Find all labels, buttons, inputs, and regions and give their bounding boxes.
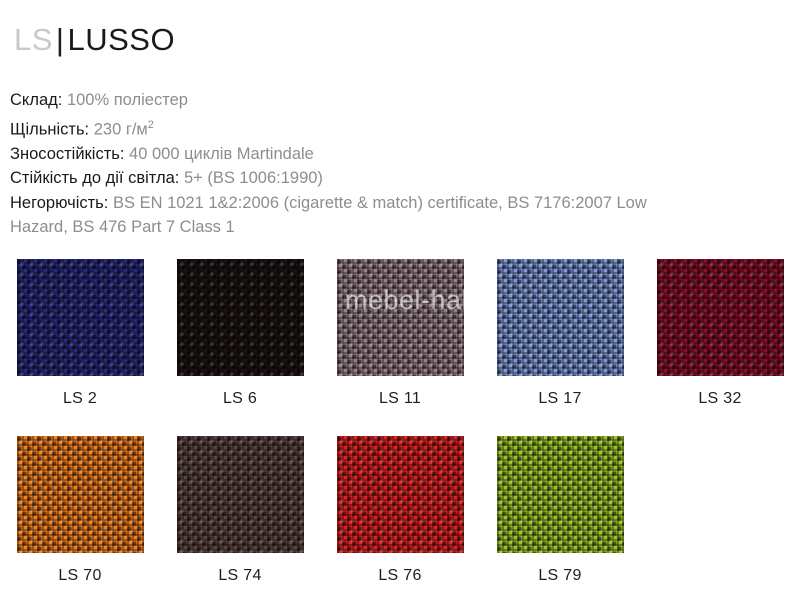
weave-highlight (16, 259, 144, 376)
spec-label-lightfastness: Стійкість до дії світла: (10, 169, 180, 187)
weave-highlight (336, 259, 464, 376)
fabric-swatch[interactable] (336, 436, 464, 553)
weave-texture (496, 259, 624, 376)
fabric-swatch[interactable] (336, 259, 464, 376)
swatch-label: LS 17 (538, 390, 582, 407)
weave-texture (336, 436, 464, 553)
swatch-cell[interactable]: LS 32 (640, 259, 800, 408)
spec-value-composition: 100% поліестер (66, 91, 188, 109)
swatch-label: LS 79 (538, 567, 582, 584)
weave-highlight (656, 259, 784, 376)
swatch-cell[interactable]: LS 74 (160, 436, 320, 585)
weave-highlight (176, 436, 304, 553)
weave-highlight (496, 436, 624, 553)
page-title: LS|LUSSO (14, 24, 175, 55)
spec-row-abrasion: Зносостійкість: 40 000 циклів Martindale (10, 142, 670, 167)
spec-value-flammability: BS EN 1021 1&2:2006 (cigarette & match) … (10, 193, 647, 237)
weave-texture (176, 259, 304, 376)
swatch-label: LS 11 (378, 390, 422, 407)
weave-highlight (496, 259, 624, 376)
weave-texture (16, 259, 144, 376)
swatch-label: LS 6 (222, 390, 258, 407)
spec-row-composition: Склад: 100% поліестер (10, 88, 670, 113)
swatch-cell[interactable]: LS 2 (0, 259, 160, 408)
swatch-cell[interactable]: LS 6 (160, 259, 320, 408)
spec-row-lightfastness: Стійкість до дії світла: 5+ (BS 1006:199… (10, 166, 670, 191)
specification-list: Склад: 100% поліестер Щільність: 230 г/м… (10, 88, 670, 240)
fabric-swatch[interactable] (496, 259, 624, 376)
title-separator: | (55, 22, 65, 57)
weave-texture (496, 436, 624, 553)
collection-code: LS (14, 22, 53, 57)
swatch-row-bottom: LS 70 LS 74 LS 76 LS 79 (0, 436, 800, 585)
weave-texture (16, 436, 144, 553)
swatch-cell[interactable]: LS 76 (320, 436, 480, 585)
swatch-label: LS 32 (698, 390, 742, 407)
spec-value-density: 230 г/м (93, 120, 148, 138)
swatch-cell[interactable]: LS 70 (0, 436, 160, 585)
fabric-swatch[interactable] (176, 259, 304, 376)
weave-highlight (176, 259, 304, 376)
fabric-swatch[interactable] (656, 259, 784, 376)
page-header: LS|LUSSO (14, 24, 175, 55)
weave-highlight (336, 436, 464, 553)
spec-value-lightfastness: 5+ (BS 1006:1990) (183, 169, 323, 187)
spec-label-composition: Склад: (10, 91, 63, 109)
weave-texture (176, 436, 304, 553)
swatch-label: LS 76 (378, 567, 422, 584)
spec-label-abrasion: Зносостійкість: (10, 144, 125, 163)
swatch-label: LS 70 (58, 567, 102, 584)
swatch-cell[interactable]: LS 79 (480, 436, 640, 585)
fabric-swatch[interactable] (176, 436, 304, 553)
spec-row-density: Щільність: 230 г/м2 (10, 113, 670, 142)
fabric-swatch[interactable] (16, 436, 144, 553)
fabric-swatch[interactable] (496, 436, 624, 553)
weave-highlight (16, 436, 144, 553)
spec-label-flammability: Негорючість: (10, 193, 109, 212)
swatch-row-top: LS 2 LS 6 LS 11 LS 17 LS 32 (0, 259, 800, 408)
spec-value-density-superscript: 2 (147, 118, 154, 131)
spec-row-flammability: Негорючість: BS EN 1021 1&2:2006 (cigare… (10, 191, 670, 240)
collection-name: LUSSO (67, 22, 176, 57)
swatch-label: LS 2 (62, 390, 98, 407)
spec-value-abrasion: 40 000 циклів Martindale (129, 144, 314, 163)
swatch-cell[interactable]: LS 11 (320, 259, 480, 408)
spec-label-density: Щільність: (10, 120, 90, 138)
weave-texture (656, 259, 784, 376)
swatch-cell[interactable]: LS 17 (480, 259, 640, 408)
weave-texture (336, 259, 464, 376)
fabric-swatch[interactable] (16, 259, 144, 376)
swatch-label: LS 74 (218, 567, 262, 584)
